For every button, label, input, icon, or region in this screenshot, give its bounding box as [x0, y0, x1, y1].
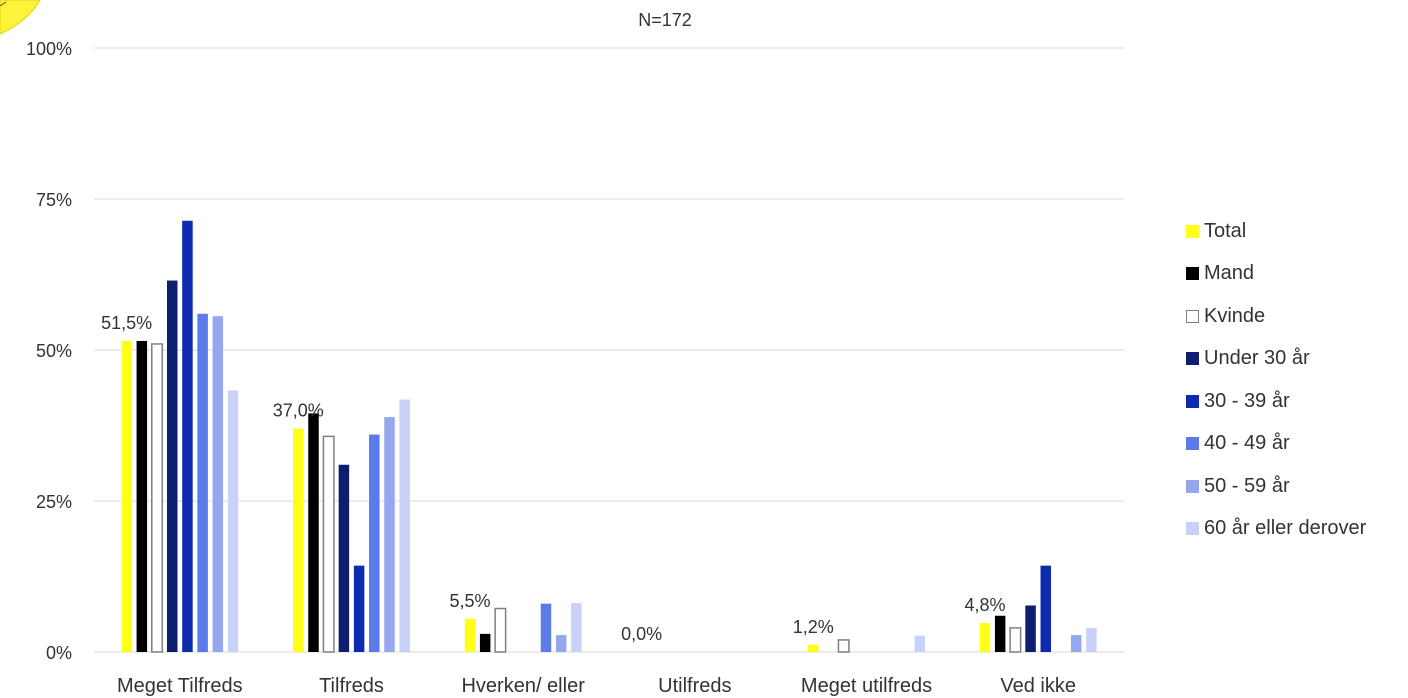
bar: [399, 400, 410, 652]
legend-swatch: [1186, 225, 1199, 238]
legend-item: Mand: [1186, 253, 1366, 296]
bar: [369, 435, 380, 652]
x-axis: Meget Tilfreds Tilfreds Hverken/ eller Util…: [117, 675, 1076, 697]
bar: [914, 636, 925, 652]
bar: [556, 635, 567, 652]
bar: [354, 566, 365, 652]
bar: [384, 417, 395, 652]
legend-label: 50 - 59 år: [1204, 475, 1290, 498]
bar: [980, 623, 991, 652]
bar: [1025, 605, 1036, 652]
bar: [480, 634, 491, 652]
legend: Total Mand Kvinde Under 30 år 30 - 39 år 40 -…: [1186, 210, 1366, 550]
x-tick-label: Utilfreds: [658, 675, 731, 697]
bar: [182, 221, 193, 652]
legend-label: 30 - 39 år: [1204, 390, 1290, 413]
data-label: 51,5%: [101, 313, 152, 333]
legend-label: 40 - 49 år: [1204, 432, 1290, 455]
highlight-shape: [0, 0, 60, 40]
bar: [213, 316, 224, 652]
chart-subtitle: N=172: [0, 10, 1330, 31]
x-tick-label: Meget utilfreds: [801, 675, 932, 697]
data-label: 4,8%: [964, 595, 1005, 615]
legend-swatch: [1186, 522, 1199, 535]
x-tick-label: Tilfreds: [319, 675, 384, 697]
legend-swatch: [1186, 437, 1199, 450]
bar: [293, 429, 304, 652]
bar: [1041, 566, 1052, 652]
y-tick-label: 25%: [36, 492, 72, 512]
legend-item: 50 - 59 år: [1186, 465, 1366, 508]
y-axis: 0% 25% 50% 75% 100%: [26, 39, 72, 663]
bar: [995, 616, 1006, 652]
legend-swatch: [1186, 310, 1199, 323]
bar: [323, 436, 334, 652]
bar: [838, 640, 849, 652]
bar: [137, 341, 148, 652]
bar: [152, 344, 163, 652]
legend-label: Total: [1204, 220, 1246, 243]
x-tick-label: Meget Tilfreds: [117, 675, 243, 697]
bar: [1010, 628, 1021, 652]
bar: [228, 390, 239, 652]
legend-label: 60 år eller derover: [1204, 517, 1366, 540]
legend-item: 60 år eller derover: [1186, 508, 1366, 551]
data-label: 37,0%: [273, 401, 324, 421]
legend-swatch: [1186, 352, 1199, 365]
y-tick-label: 50%: [36, 341, 72, 361]
x-tick-label: Ved ikke: [1000, 675, 1076, 697]
data-label: 1,2%: [793, 617, 834, 637]
x-tick-label: Hverken/ eller: [461, 675, 585, 697]
legend-label: Under 30 år: [1204, 347, 1310, 370]
legend-item: Total: [1186, 210, 1366, 253]
bar: [339, 465, 350, 652]
bar: [1071, 635, 1082, 652]
bars: [121, 221, 1096, 652]
y-tick-label: 0%: [46, 643, 72, 663]
data-label: 5,5%: [449, 591, 490, 611]
legend-label: Kvinde: [1204, 305, 1265, 328]
legend-label: Mand: [1204, 262, 1254, 285]
legend-item: 30 - 39 år: [1186, 380, 1366, 423]
bar: [197, 314, 208, 652]
bar: [541, 604, 552, 652]
bar: [121, 341, 132, 652]
bar: [167, 281, 178, 652]
y-tick-label: 75%: [36, 190, 72, 210]
legend-swatch: [1186, 395, 1199, 408]
legend-item: Under 30 år: [1186, 338, 1366, 381]
gridlines: [94, 48, 1124, 652]
y-tick-label: 100%: [26, 39, 72, 59]
bar: [1086, 628, 1097, 652]
bar: [308, 413, 319, 652]
legend-item: Kvinde: [1186, 295, 1366, 338]
bar: [495, 609, 506, 652]
bar: [465, 619, 476, 652]
legend-item: 40 - 49 år: [1186, 423, 1366, 466]
legend-swatch: [1186, 267, 1199, 280]
bar: [571, 603, 582, 652]
bar: [808, 645, 819, 652]
data-label: 0,0%: [621, 624, 662, 644]
legend-swatch: [1186, 480, 1199, 493]
